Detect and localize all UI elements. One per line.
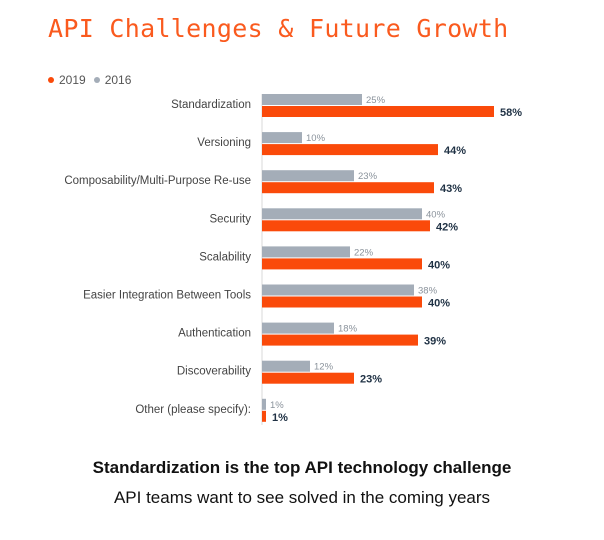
category-label: Authentication	[178, 328, 251, 340]
data-label-2019: 43%	[440, 183, 462, 195]
legend-swatch-2019	[48, 77, 54, 83]
bar-2016	[262, 284, 414, 296]
data-label-2019: 40%	[428, 259, 450, 271]
bar-2016	[262, 398, 266, 410]
category-label: Scalability	[199, 251, 251, 263]
data-label-2016: 22%	[354, 247, 374, 258]
bar-2016	[262, 208, 422, 220]
bar-2019	[262, 296, 422, 308]
legend-label-2019: 2019	[59, 73, 86, 87]
data-label-2016: 25%	[366, 95, 386, 106]
chart-legend: 2019 2016	[48, 73, 131, 87]
category-label: Discoverability	[177, 366, 251, 378]
data-label-2016: 40%	[426, 209, 446, 220]
category-label: Security	[209, 213, 251, 225]
legend-swatch-2016	[93, 77, 100, 83]
bar-2019	[262, 410, 266, 422]
data-label-2019: 42%	[436, 221, 458, 233]
data-label-2019: 44%	[444, 145, 466, 157]
bar-2019	[262, 182, 434, 194]
bar-2016	[262, 322, 334, 334]
bar-2016	[262, 132, 302, 144]
data-label-2016: 23%	[358, 171, 378, 182]
bar-2019	[262, 220, 430, 232]
bar-2016	[262, 94, 362, 105]
bar-2016	[262, 360, 310, 372]
caption-headline: Standardization is the top API technolog…	[92, 458, 512, 477]
bar-2016	[262, 246, 350, 258]
category-label: Standardization	[171, 99, 251, 111]
bar-2019	[262, 334, 418, 346]
data-label-2016: 10%	[306, 133, 326, 144]
data-label-2016: 12%	[314, 362, 334, 373]
bar-2019	[262, 144, 438, 156]
category-label: Composability/Multi-Purpose Re-use	[64, 175, 251, 187]
bar-2016	[262, 170, 354, 182]
bar-chart: Standardization 25% 58% Versioning 10% 44% Com…	[64, 94, 522, 425]
data-label-2019: 39%	[424, 336, 446, 348]
data-label-2019: 1%	[272, 412, 288, 424]
bar-2019	[262, 258, 422, 270]
category-label: Other (please specify):	[135, 404, 251, 416]
data-label-2016: 1%	[270, 400, 284, 411]
data-label-2019: 58%	[500, 107, 522, 119]
category-label: Versioning	[197, 137, 251, 149]
data-label-2019: 40%	[428, 298, 450, 310]
bar-2019	[262, 372, 354, 384]
chart-title: API Challenges & Future Growth	[48, 14, 509, 43]
category-label: Easier Integration Between Tools	[83, 290, 251, 302]
bar-2019	[262, 106, 494, 117]
data-label-2019: 23%	[360, 374, 382, 386]
legend-item-2019: 2019	[48, 73, 86, 87]
legend-label-2016: 2016	[104, 73, 132, 87]
data-label-2016: 18%	[338, 324, 358, 335]
legend-item-2016: 2016	[93, 73, 132, 87]
caption-subline: API teams want to see solved in the comi…	[113, 488, 491, 507]
data-label-2016: 38%	[418, 286, 438, 297]
